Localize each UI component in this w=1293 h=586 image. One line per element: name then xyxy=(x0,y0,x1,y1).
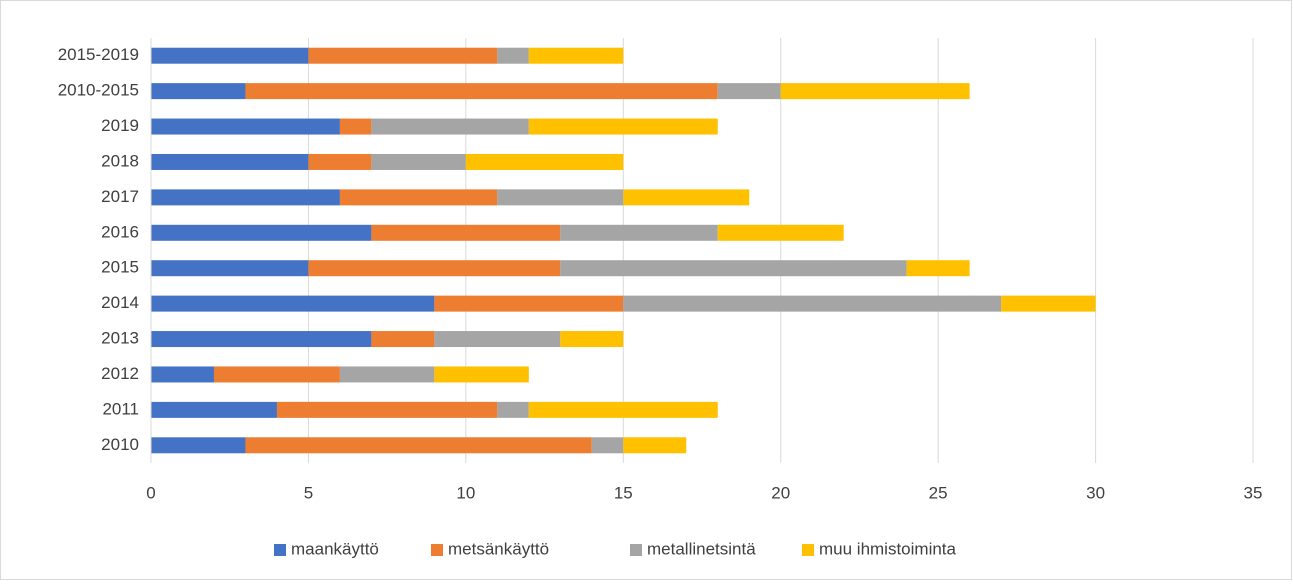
bar-segment xyxy=(528,47,624,64)
legend-swatch xyxy=(630,544,642,556)
bar-segment xyxy=(528,401,718,418)
y-tick-label: 2013 xyxy=(101,329,139,348)
bar-segment xyxy=(434,295,624,312)
y-tick-label: 2010 xyxy=(101,435,139,454)
bar-segment xyxy=(151,331,372,348)
bar-segment xyxy=(151,401,277,418)
y-tick-label: 2012 xyxy=(101,364,139,383)
bar-segment xyxy=(151,260,309,277)
bar-segment xyxy=(151,366,214,383)
x-tick-label: 0 xyxy=(146,483,155,502)
legend-label: maankäyttö xyxy=(291,539,379,558)
bar-segment xyxy=(371,224,561,241)
bar-segment xyxy=(591,437,624,454)
legend-swatch xyxy=(431,544,443,556)
legend-label: muu ihmistoiminta xyxy=(819,539,957,558)
bar-segment xyxy=(717,224,844,241)
bar-segment xyxy=(245,437,592,454)
legend-label: metsänkäyttö xyxy=(448,539,549,558)
bar-segment xyxy=(308,47,498,64)
y-tick-label: 2015 xyxy=(101,258,139,277)
bar-segment xyxy=(528,118,718,135)
bar-segment xyxy=(308,153,372,170)
bar-segment xyxy=(151,224,372,241)
x-tick-label: 10 xyxy=(456,483,475,502)
x-tick-label: 30 xyxy=(1086,483,1105,502)
legend-label: metallinetsintä xyxy=(647,539,756,558)
bar-segment xyxy=(623,437,687,454)
bar-segment xyxy=(717,83,781,100)
y-tick-label: 2018 xyxy=(101,151,139,170)
x-tick-label: 5 xyxy=(304,483,313,502)
x-tick-label: 15 xyxy=(614,483,633,502)
bar-segment xyxy=(151,437,246,454)
bar-segment xyxy=(434,366,529,383)
bar-segment xyxy=(151,47,309,64)
bar-segment xyxy=(151,189,340,206)
x-tick-label: 20 xyxy=(771,483,790,502)
bar-segment xyxy=(371,331,435,348)
bar-segment xyxy=(560,260,907,277)
bar-segment xyxy=(151,118,340,135)
bar-segment xyxy=(560,331,624,348)
y-tick-label: 2017 xyxy=(101,187,139,206)
x-tick-label: 35 xyxy=(1244,483,1263,502)
x-tick-label: 25 xyxy=(929,483,948,502)
bar-segment xyxy=(339,366,435,383)
y-tick-label: 2010-2015 xyxy=(58,81,139,100)
bar-segment xyxy=(623,189,750,206)
bar-segment xyxy=(308,260,561,277)
legend-swatch xyxy=(802,544,814,556)
bar-segment xyxy=(276,401,498,418)
bar-segment xyxy=(151,295,435,312)
bar-segment xyxy=(245,83,718,100)
bar-segment xyxy=(371,118,529,135)
bar-segment xyxy=(339,189,498,206)
bar-segment xyxy=(497,401,529,418)
bar-segment xyxy=(151,153,309,170)
y-tick-label: 2016 xyxy=(101,222,139,241)
bar-segment xyxy=(906,260,970,277)
bar-segment xyxy=(497,47,529,64)
bar-segment xyxy=(465,153,624,170)
bar-segment xyxy=(371,153,466,170)
bar-segment xyxy=(434,331,561,348)
bar-segment xyxy=(560,224,718,241)
bar-segment xyxy=(780,83,970,100)
bar-segment xyxy=(1001,295,1096,312)
y-tick-label: 2014 xyxy=(101,293,139,312)
bar-segment xyxy=(497,189,624,206)
bar-segment xyxy=(623,295,1002,312)
bar-segment xyxy=(151,83,246,100)
legend-swatch xyxy=(274,544,286,556)
bar-segment xyxy=(339,118,372,135)
y-tick-label: 2011 xyxy=(102,399,139,418)
y-tick-label: 2019 xyxy=(101,116,139,135)
bar-segment xyxy=(213,366,340,383)
y-tick-label: 2015-2019 xyxy=(58,45,139,64)
